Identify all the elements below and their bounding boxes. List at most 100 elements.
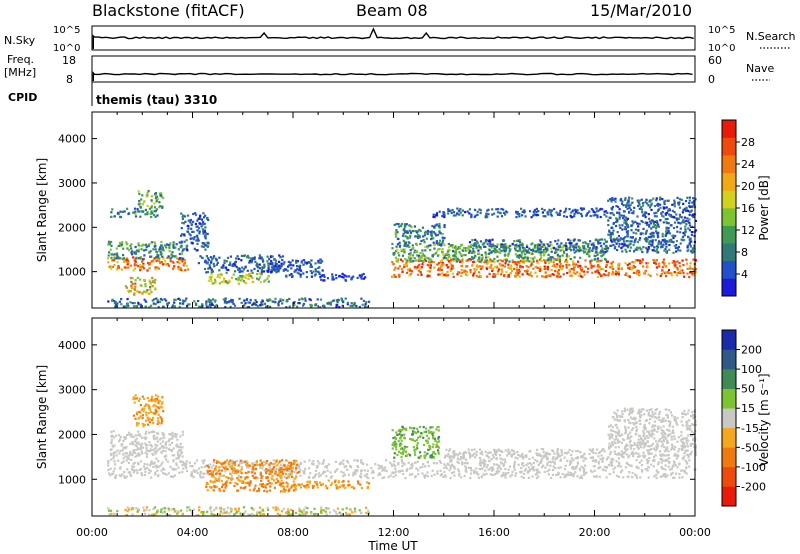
velocity-cell bbox=[360, 469, 363, 472]
velocity-cell bbox=[282, 481, 285, 485]
power-cell bbox=[628, 196, 631, 199]
power-cell bbox=[670, 240, 673, 243]
power-cell bbox=[640, 261, 643, 264]
power-cell bbox=[624, 197, 627, 200]
power-cell bbox=[410, 257, 413, 260]
velocity-cell bbox=[524, 468, 527, 471]
velocity-cell bbox=[403, 463, 406, 466]
power-cell bbox=[111, 208, 114, 211]
power-cell bbox=[395, 245, 398, 248]
power-cell bbox=[519, 259, 522, 262]
velocity-cell bbox=[161, 406, 164, 409]
power-cell bbox=[243, 299, 246, 302]
power-cell bbox=[119, 243, 122, 246]
power-cell bbox=[267, 269, 270, 273]
power-cell bbox=[604, 210, 607, 213]
velocity-cell bbox=[213, 485, 216, 488]
power-cell bbox=[589, 240, 592, 243]
velocity-cell bbox=[299, 486, 302, 489]
power-xaxis-ticks bbox=[91, 112, 696, 308]
power-cell bbox=[678, 262, 681, 265]
power-cell bbox=[640, 208, 644, 211]
velocity-cell bbox=[280, 482, 283, 486]
power-cell bbox=[393, 252, 396, 255]
power-cell bbox=[244, 302, 247, 305]
velocity-cell bbox=[277, 461, 280, 464]
velocity-cell bbox=[224, 462, 227, 465]
power-cell bbox=[602, 267, 605, 270]
power-cell bbox=[489, 242, 492, 245]
velocity-cell bbox=[465, 466, 468, 469]
power-cell bbox=[211, 282, 214, 285]
velocity-cell bbox=[160, 463, 163, 466]
power-cell bbox=[199, 217, 202, 220]
power-cell bbox=[656, 273, 659, 276]
power-cell bbox=[443, 215, 446, 219]
velocity-cell bbox=[445, 467, 448, 470]
power-cell bbox=[125, 241, 128, 244]
power-cell bbox=[518, 249, 521, 252]
power-cell bbox=[183, 248, 186, 251]
velocity-cell bbox=[667, 465, 670, 468]
power-cell bbox=[634, 228, 638, 231]
power-cell bbox=[667, 226, 670, 230]
power-cell bbox=[159, 205, 162, 208]
power-cell bbox=[228, 263, 231, 267]
power-cell bbox=[591, 209, 595, 212]
power-cell bbox=[156, 251, 159, 254]
velocity-cell bbox=[314, 474, 317, 477]
power-cell bbox=[556, 254, 560, 257]
power-cell bbox=[223, 277, 226, 280]
power-cell bbox=[604, 274, 607, 277]
power-cell bbox=[520, 207, 523, 210]
velocity-cell bbox=[289, 465, 292, 468]
power-cell bbox=[523, 209, 526, 212]
power-cell bbox=[596, 214, 599, 217]
power-cell bbox=[145, 195, 148, 198]
power-cell bbox=[181, 269, 184, 272]
power-cell bbox=[133, 251, 136, 254]
power-cell bbox=[170, 253, 173, 256]
power-cell bbox=[475, 274, 478, 278]
power-cell bbox=[633, 206, 636, 209]
velocity-cell bbox=[619, 465, 622, 468]
power-cell bbox=[395, 229, 398, 232]
power-cell bbox=[394, 275, 397, 278]
power-cell bbox=[134, 212, 137, 215]
power-cell bbox=[452, 211, 456, 214]
velocity-cell bbox=[230, 475, 233, 478]
velocity-cell bbox=[584, 464, 587, 467]
velocity-cell bbox=[280, 490, 284, 493]
power-cell bbox=[500, 249, 503, 252]
power-cell bbox=[316, 298, 319, 301]
power-cell bbox=[178, 262, 181, 265]
velocity-cell bbox=[293, 471, 296, 474]
power-cell bbox=[661, 239, 664, 242]
power-cell bbox=[396, 243, 400, 246]
power-cell bbox=[629, 240, 632, 243]
power-cell bbox=[686, 246, 689, 249]
power-cell bbox=[465, 273, 468, 276]
velocity-cell bbox=[479, 461, 482, 464]
power-cell bbox=[656, 233, 659, 236]
velocity-cell bbox=[212, 470, 215, 473]
power-cell bbox=[605, 244, 608, 247]
power-cell bbox=[564, 244, 568, 247]
power-cell bbox=[266, 299, 270, 302]
velocity-cell bbox=[212, 489, 215, 492]
power-cell bbox=[434, 224, 437, 227]
velocity-cell bbox=[275, 472, 278, 475]
velocity-cell bbox=[237, 464, 240, 467]
velocity-cell bbox=[141, 395, 144, 398]
velocity-cell bbox=[131, 465, 134, 468]
power-cell bbox=[622, 214, 626, 217]
power-cell bbox=[274, 297, 277, 300]
power-cell bbox=[256, 269, 259, 272]
cpid-value: themis (tau) 3310 bbox=[96, 93, 217, 107]
power-cell bbox=[586, 270, 589, 274]
power-cell bbox=[416, 235, 419, 238]
power-cell bbox=[644, 272, 647, 275]
power-cell bbox=[496, 250, 499, 253]
velocity-cell bbox=[156, 417, 159, 420]
